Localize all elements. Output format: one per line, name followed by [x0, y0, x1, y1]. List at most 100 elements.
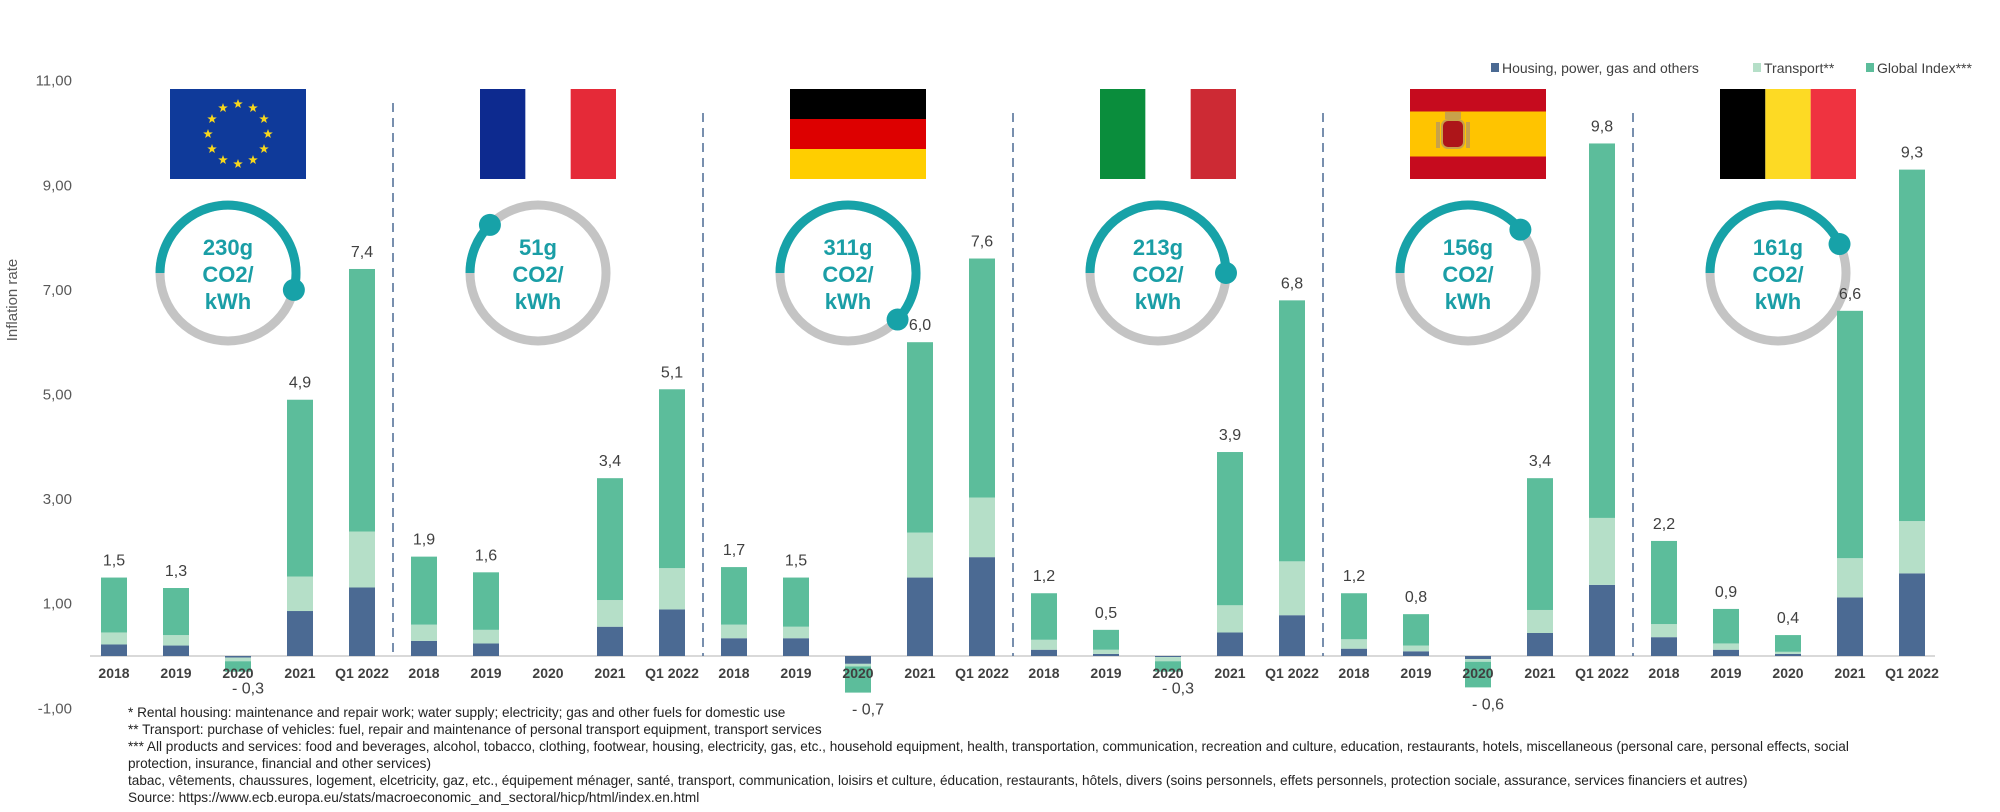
bar-housing [907, 577, 933, 656]
bar-transport [287, 576, 313, 612]
gauge-arc [155, 200, 301, 292]
co2-label: kWh [515, 289, 561, 314]
bar-global-index [473, 572, 499, 630]
value-label: 6,8 [1281, 275, 1303, 292]
bar-housing [845, 656, 871, 664]
bar-global-index [1031, 593, 1057, 640]
x-tick-label: 2019 [780, 665, 811, 681]
y-tick-label: 7,00 [43, 282, 72, 299]
bar-stack: 3,4 2021 [1524, 453, 1555, 681]
value-label: 0,4 [1777, 610, 1799, 627]
co2-label: CO2/ [1442, 262, 1493, 287]
bar-global-index [225, 661, 251, 672]
y-tick-label: 3,00 [43, 491, 72, 508]
co2-label: CO2/ [202, 262, 253, 287]
gauge-arc [1395, 200, 1524, 274]
legend-swatch [1753, 63, 1761, 72]
legend-swatch [1491, 63, 1499, 72]
bar-housing [163, 645, 189, 656]
bar-transport [473, 629, 499, 644]
bar-transport [1403, 645, 1429, 652]
star-icon [263, 129, 273, 138]
bar-global-index [411, 556, 437, 625]
bar-global-index [1279, 300, 1305, 562]
x-tick-label: 2020 [532, 665, 563, 681]
value-label: 9,8 [1591, 118, 1613, 135]
bar-transport [1465, 659, 1491, 662]
bar-global-index [783, 577, 809, 627]
gauge-dot [886, 308, 909, 331]
bar-stack: 4,9 2021 [284, 375, 315, 681]
y-tick-label: 11,00 [36, 73, 72, 90]
bar-stack: 1,5 2018 [98, 553, 129, 681]
value-label: 7,4 [351, 244, 373, 261]
bar-housing [1403, 651, 1429, 656]
value-label: 1,2 [1033, 568, 1055, 585]
value-label: 4,9 [289, 375, 311, 392]
bar-transport [845, 663, 871, 667]
value-label: - 0,7 [852, 702, 884, 719]
y-tick-label: -1,00 [38, 700, 72, 717]
value-label: 3,4 [599, 453, 621, 470]
bar-stack: 7,4 Q1 2022 [335, 244, 389, 681]
x-tick-label: 2018 [98, 665, 129, 681]
value-label: 0,8 [1405, 589, 1427, 606]
bar-housing [1031, 649, 1057, 656]
bar-global-index [1527, 478, 1553, 610]
bar-global-index [1155, 661, 1181, 672]
bar-stack: 1,3 2019 [160, 563, 191, 681]
bar-stack: 2020 [532, 665, 563, 681]
footnote-source: Source: https://www.ecb.europa.eu/stats/… [128, 790, 700, 805]
bar-housing [287, 611, 313, 656]
bar-housing [1341, 648, 1367, 656]
bar-transport [1217, 605, 1243, 633]
co2-label: kWh [825, 289, 871, 314]
value-label: - 0,3 [232, 681, 264, 698]
bar-housing [1589, 584, 1615, 656]
bar-transport [1589, 517, 1615, 585]
co2-label: kWh [205, 289, 251, 314]
x-tick-label: 2018 [1648, 665, 1679, 681]
bar-stack: 1,6 2019 [470, 547, 501, 681]
x-tick-label: 2020 [1152, 665, 1183, 681]
co2-label: kWh [1135, 289, 1181, 314]
bar-stack: 1,9 2018 [408, 532, 439, 681]
x-tick-label: Q1 2022 [645, 665, 699, 681]
bar-global-index [287, 399, 313, 577]
gauge-dot [1509, 218, 1532, 241]
x-tick-label: 2020 [1772, 665, 1803, 681]
bar-global-index [1775, 635, 1801, 652]
bar-transport [659, 568, 685, 610]
bar-stack: 7,6 Q1 2022 [955, 234, 1009, 681]
bar-transport [721, 624, 747, 639]
bar-global-index [101, 577, 127, 633]
bar-transport [783, 626, 809, 639]
bar-transport [1713, 643, 1739, 650]
bar-global-index [1713, 608, 1739, 644]
x-tick-label: Q1 2022 [1265, 665, 1319, 681]
bar-housing [1527, 632, 1553, 656]
footnotes: * Rental housing: maintenance and repair… [128, 704, 1849, 806]
bar-global-index [659, 389, 685, 569]
value-label: 3,4 [1529, 453, 1551, 470]
footnote-french: tabac, vêtements, chaussures, logement, … [128, 773, 1748, 788]
star-icon [203, 129, 213, 138]
star-icon [218, 103, 228, 113]
x-tick-label: 2018 [408, 665, 439, 681]
value-label: 6,6 [1839, 286, 1861, 303]
value-label: - 0,3 [1162, 681, 1194, 698]
y-tick-label: 5,00 [43, 387, 72, 404]
value-label: 1,7 [723, 542, 745, 559]
x-tick-label: Q1 2022 [1575, 665, 1629, 681]
bar-global-index [1341, 593, 1367, 640]
x-tick-label: 2019 [470, 665, 501, 681]
value-label: 7,6 [971, 234, 993, 251]
